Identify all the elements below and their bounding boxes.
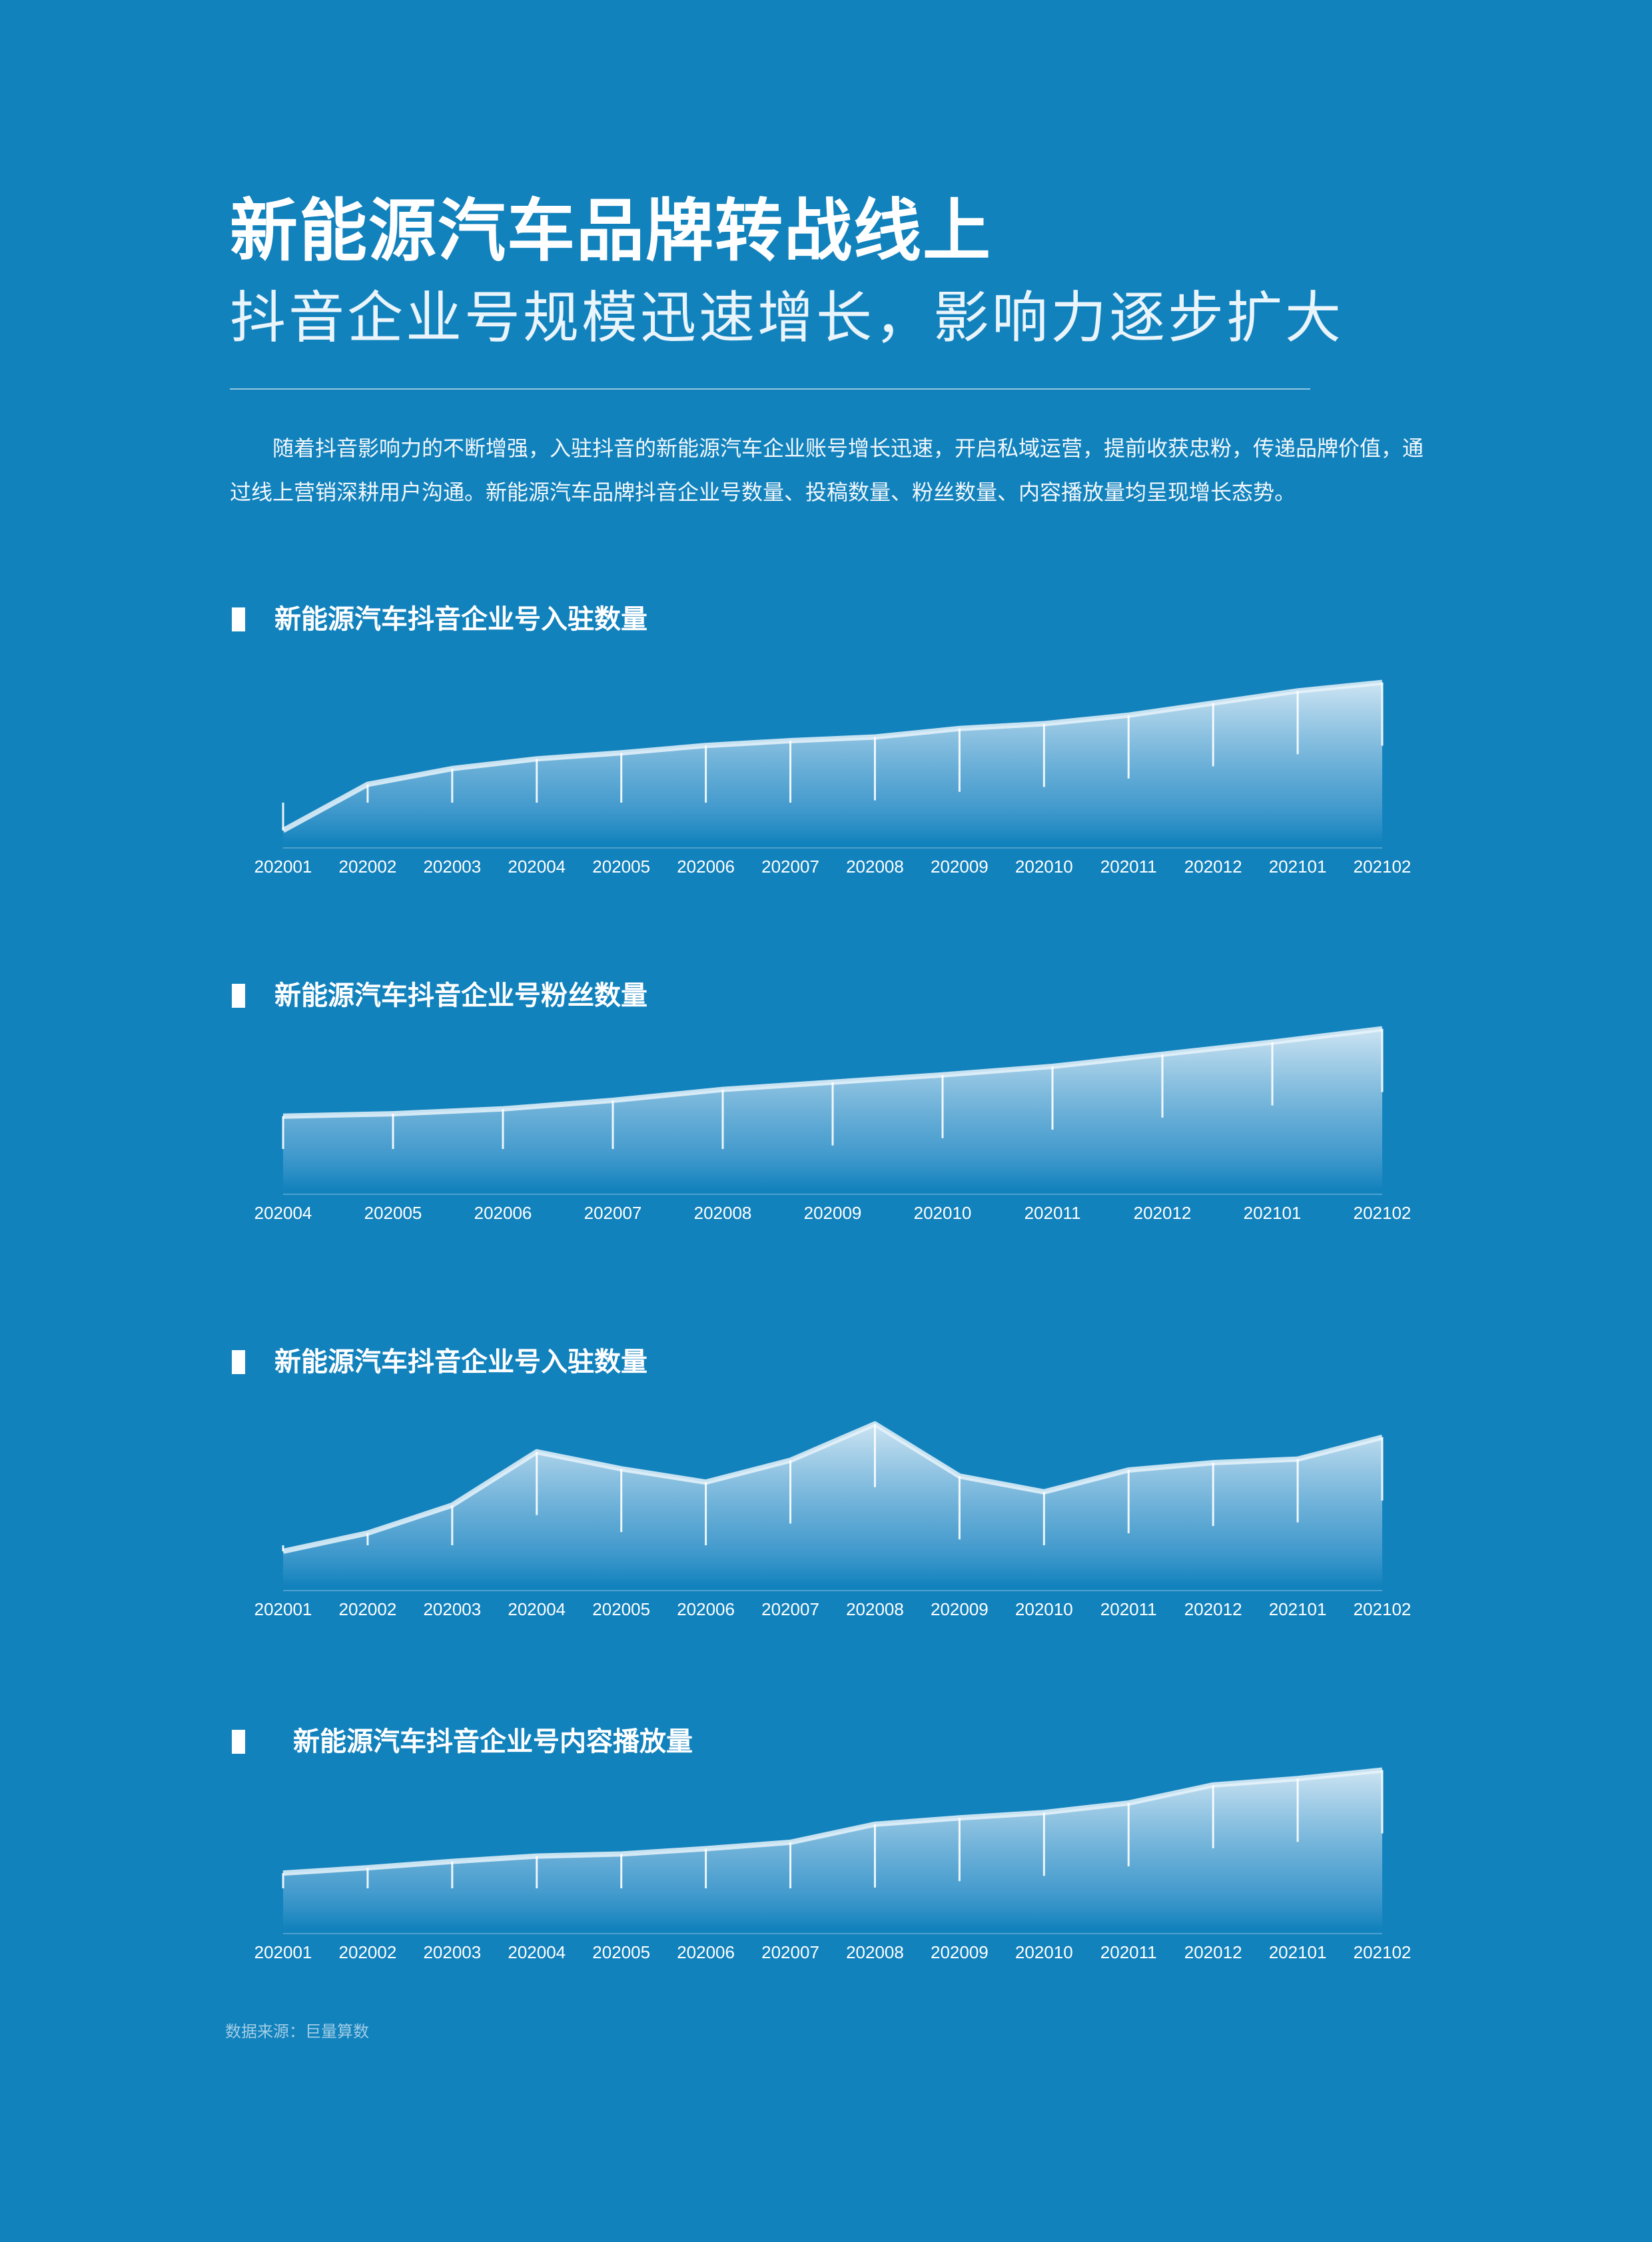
x-tick-label: 202006 [677, 1599, 735, 1619]
chart-4: 202001 202002 202003 202004 202005 202006 2020… [230, 1752, 1429, 1992]
x-tick-label: 202005 [592, 857, 650, 877]
x-tick-label: 202012 [1184, 1942, 1242, 1962]
x-tick-label: 202008 [846, 1942, 904, 1962]
x-tick-label: 202006 [677, 857, 735, 877]
chart-2-title: 新能源汽车抖音企业号粉丝数量 [232, 979, 647, 1012]
x-tick-label: 202001 [254, 1599, 312, 1619]
x-tick-label: 202006 [474, 1203, 532, 1223]
x-tick-label: 202011 [1100, 1942, 1157, 1962]
chart-2: 202004 202005 202006 202007 202008 202009 2020… [230, 1012, 1429, 1252]
page-title: 新能源汽车品牌转战线上 [230, 192, 992, 271]
x-tick-label: 202012 [1134, 1203, 1192, 1223]
x-tick-label: 202008 [846, 1599, 904, 1619]
x-tick-label: 202008 [694, 1203, 752, 1223]
area-fill [283, 682, 1382, 843]
x-tick-label: 202004 [508, 857, 566, 877]
chart-2-title-text: 新能源汽车抖音企业号粉丝数量 [274, 980, 647, 1011]
area-fill [283, 1770, 1382, 1928]
x-tick-label: 202002 [339, 1942, 397, 1962]
x-tick-label: 202101 [1269, 1942, 1327, 1962]
x-tick-label: 202004 [508, 1942, 566, 1962]
data-source-note: 数据来源：巨量算数 [225, 2022, 369, 2041]
x-tick-label: 202009 [931, 1942, 989, 1962]
title-divider [230, 388, 1310, 390]
x-tick-label: 202010 [1015, 1599, 1073, 1619]
x-tick-label: 202011 [1100, 1599, 1157, 1619]
x-tick-label: 202001 [254, 857, 312, 877]
page-subtitle: 抖音企业号规模迅速增长，影响力逐步扩大 [230, 285, 1344, 350]
x-tick-label: 202005 [364, 1203, 422, 1223]
chart-4-title: 新能源汽车抖音企业号内容播放量 [232, 1725, 693, 1758]
x-tick-label: 202102 [1354, 1203, 1412, 1223]
x-tick-label: 202001 [254, 1942, 312, 1962]
series-line [282, 1421, 1384, 1554]
series-line [282, 1767, 1383, 1876]
x-tick-label: 202004 [254, 1203, 312, 1223]
x-tick-label: 202102 [1354, 1599, 1412, 1619]
x-tick-label: 202102 [1354, 857, 1412, 877]
chart-4-svg: 202001 202002 202003 202004 202005 202006 2020… [254, 1767, 1412, 1962]
x-tick-label: 202007 [584, 1203, 642, 1223]
x-tick-label: 202102 [1354, 1942, 1412, 1962]
x-tick-label: 202008 [846, 857, 904, 877]
chart-1-title-text: 新能源汽车抖音企业号入驻数量 [274, 604, 647, 635]
chart-3-svg: 202001 202002 202003 202004 202005 202006 2020… [254, 1421, 1412, 1619]
chart-1-title: 新能源汽车抖音企业号入驻数量 [232, 603, 647, 636]
x-tick-label: 202101 [1244, 1203, 1302, 1223]
series-line [282, 679, 1383, 833]
x-tick-label: 202009 [931, 857, 989, 877]
x-tick-label: 202007 [761, 1599, 819, 1619]
x-tick-label: 202002 [339, 1599, 397, 1619]
section-marker-icon [232, 984, 245, 1008]
x-tick-label: 202007 [761, 857, 819, 877]
chart-3: 202001 202002 202003 202004 202005 202006 2020… [230, 1409, 1429, 1649]
x-tick-label: 202007 [761, 1942, 819, 1962]
section-marker-icon [232, 1350, 245, 1374]
chart-1-svg: 202001 202002 202003 202004 202005 202006 2020… [254, 679, 1412, 877]
section-marker-icon [232, 607, 245, 631]
chart-2-svg: 202004 202005 202006 202007 202008 202009 2020… [254, 1026, 1412, 1223]
x-tick-label: 202006 [677, 1942, 735, 1962]
chart-3-title-text: 新能源汽车抖音企业号入驻数量 [274, 1347, 647, 1377]
x-tick-label: 202005 [592, 1942, 650, 1962]
series-line [282, 1026, 1383, 1119]
chart-3-title: 新能源汽车抖音企业号入驻数量 [232, 1345, 647, 1379]
x-tick-label: 202004 [508, 1599, 566, 1619]
section-marker-icon [232, 1730, 245, 1754]
x-tick-label: 202101 [1269, 857, 1327, 877]
intro-paragraph: 随着抖音影响力的不断增强，入驻抖音的新能源汽车企业账号增长迅速，开启私域运营，提… [230, 436, 1424, 505]
area-fill [283, 1423, 1382, 1585]
x-tick-label: 202009 [931, 1599, 989, 1619]
chart-4-title-text: 新能源汽车抖音企业号内容播放量 [293, 1726, 693, 1757]
x-tick-label: 202002 [339, 857, 397, 877]
x-tick-label: 202012 [1184, 1599, 1242, 1619]
x-tick-label: 202011 [1100, 857, 1157, 877]
x-tick-label: 202101 [1269, 1599, 1327, 1619]
chart-1: 202001 202002 202003 202004 202005 202006 2020… [230, 666, 1429, 906]
x-tick-label: 202010 [1015, 1942, 1073, 1962]
x-tick-label: 202003 [423, 1942, 481, 1962]
x-tick-label: 202010 [1015, 857, 1073, 877]
x-tick-label: 202011 [1025, 1203, 1081, 1223]
x-tick-label: 202009 [804, 1203, 862, 1223]
x-tick-label: 202010 [914, 1203, 972, 1223]
x-tick-label: 202003 [423, 857, 481, 877]
x-tick-label: 202003 [423, 1599, 481, 1619]
x-tick-label: 202005 [592, 1599, 650, 1619]
x-tick-label: 202012 [1184, 857, 1242, 877]
